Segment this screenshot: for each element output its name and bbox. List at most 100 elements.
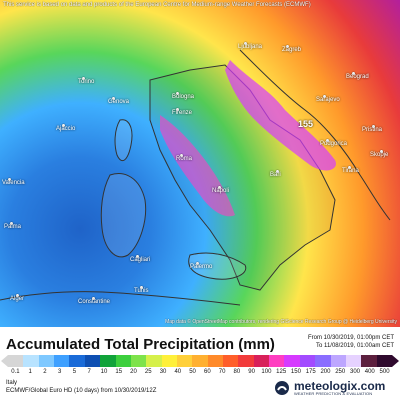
intense-band-apennines bbox=[160, 115, 235, 217]
source-disclaimer: This service is based on data and produc… bbox=[3, 2, 311, 8]
city-label-tunis: Tunis bbox=[134, 288, 149, 294]
legend-color-cell bbox=[161, 355, 177, 367]
city-dot bbox=[112, 97, 115, 100]
range-from: From 10/30/2019, 01:00pm CET bbox=[307, 335, 394, 341]
map-attribution: Map data © OpenStreetMap contributors, r… bbox=[165, 319, 397, 325]
city-label-bologna: Bologna bbox=[172, 94, 195, 100]
city-dot bbox=[16, 294, 19, 297]
city-dot bbox=[276, 170, 279, 173]
city-dot bbox=[380, 150, 383, 153]
legend-tick: 30 bbox=[159, 369, 167, 375]
legend-left-tip bbox=[1, 355, 8, 367]
city-dot bbox=[326, 139, 329, 142]
legend-tick: 90 bbox=[248, 369, 255, 375]
city-label-podgorica: Podgorica bbox=[320, 141, 348, 147]
brand-logo-icon bbox=[275, 381, 289, 395]
region-label: Italy bbox=[6, 380, 18, 386]
corsica-outline bbox=[114, 119, 133, 162]
range-to: To 11/08/2019, 01:00am CET bbox=[316, 343, 394, 349]
brand-name: meteologix.com bbox=[294, 379, 386, 393]
legend-color-cell bbox=[38, 355, 55, 367]
city-dot bbox=[218, 186, 221, 189]
north-africa-coastline bbox=[0, 291, 241, 306]
city-dot bbox=[352, 72, 355, 75]
precip-legend bbox=[1, 355, 399, 367]
legend-color-cell bbox=[146, 355, 162, 367]
legend-tick: 1 bbox=[28, 369, 32, 375]
legend-color-cell bbox=[130, 355, 147, 367]
legend-right-tip bbox=[392, 355, 399, 367]
legend-tick: 250 bbox=[335, 369, 346, 375]
legend-color-cell bbox=[54, 355, 70, 367]
legend-tick: 3 bbox=[58, 369, 62, 375]
city-label-beograd: Beograd bbox=[346, 74, 369, 80]
city-label-bari: Bari bbox=[270, 172, 281, 178]
brand-logo[interactable]: meteologix.com WEATHER PREDICTION & EVAL… bbox=[274, 379, 394, 397]
legend-tick: 40 bbox=[174, 369, 182, 375]
city-dot bbox=[180, 154, 183, 157]
max-precip-label: 155 bbox=[298, 119, 314, 129]
balkan-coastline bbox=[239, 49, 391, 221]
legend-tick: 300 bbox=[349, 369, 360, 375]
legend-tick: 125 bbox=[276, 369, 287, 375]
city-label-torino: Torino bbox=[78, 79, 95, 85]
legend-tick: 15 bbox=[115, 369, 123, 375]
city-dot bbox=[136, 255, 139, 258]
legend-color-cell bbox=[345, 355, 362, 367]
city-label-ljubljana: Ljubljana bbox=[238, 44, 263, 50]
city-label-palma: Palma bbox=[4, 224, 22, 230]
intense-band-adriatic bbox=[225, 60, 336, 171]
city-dot bbox=[10, 222, 13, 225]
city-label-zagreb: Zagreb bbox=[282, 47, 302, 53]
legend-tick: 50 bbox=[189, 369, 196, 375]
legend-color-cell bbox=[330, 355, 346, 367]
legend-color-cell bbox=[115, 355, 131, 367]
legend-color-cell bbox=[207, 355, 224, 367]
city-dot bbox=[82, 77, 85, 80]
city-label-valencia: Valencia bbox=[2, 180, 25, 186]
legend-tick: 200 bbox=[320, 369, 331, 375]
legend-bar bbox=[8, 355, 392, 367]
legend-color-cell bbox=[315, 355, 331, 367]
city-label-genova: Genova bbox=[108, 99, 130, 105]
city-label-roma: Roma bbox=[176, 156, 193, 162]
city-dot bbox=[140, 286, 143, 289]
city-dot bbox=[286, 45, 289, 48]
legend-tick: 150 bbox=[290, 369, 301, 375]
city-dot bbox=[176, 92, 179, 95]
legend-tick: 500 bbox=[379, 369, 390, 375]
map-footer: Accumulated Total Precipitation (mm) Fro… bbox=[0, 327, 400, 400]
legend-color-cell bbox=[361, 355, 377, 367]
legend-color-cell bbox=[23, 355, 39, 367]
city-label-constantine: Constantine bbox=[78, 299, 111, 305]
legend-tick: 60 bbox=[203, 369, 211, 375]
city-dot bbox=[244, 42, 247, 45]
legend-tick: 400 bbox=[364, 369, 375, 375]
sardinia-outline bbox=[100, 173, 147, 258]
legend-ticks: 0.1 1 2 3 5 7 10 15 20 25 30 40 50 60 70 80 90 100 125 150 1… bbox=[8, 369, 392, 375]
map-overlay bbox=[0, 49, 391, 306]
legend-tick: 70 bbox=[218, 369, 226, 375]
model-meta: Italy ECMWF/Global Euro HD (10 days) fro… bbox=[6, 379, 156, 395]
city-dot bbox=[176, 108, 179, 111]
legend-color-cell bbox=[253, 355, 270, 367]
city-label-tirana: Tirana bbox=[342, 168, 359, 174]
legend-tick: 20 bbox=[130, 369, 137, 375]
forecast-range: From 10/30/2019, 01:00pm CET To 11/08/20… bbox=[308, 334, 394, 350]
city-dot bbox=[372, 125, 375, 128]
legend-color-cell bbox=[376, 355, 392, 367]
legend-tick: 0.1 bbox=[11, 369, 20, 375]
city-label-ajaccio: Ajaccio bbox=[56, 126, 76, 132]
sicily-outline bbox=[188, 252, 247, 280]
legend-tick: 100 bbox=[261, 369, 272, 375]
city-dot bbox=[323, 95, 326, 98]
model-run-label: ECMWF/Global Euro HD (10 days) from 10/3… bbox=[6, 388, 157, 394]
city-label-palermo: Palermo bbox=[190, 264, 213, 270]
legend-color-cell bbox=[100, 355, 116, 367]
city-label-pristina: Pristina bbox=[362, 127, 383, 133]
legend-tick: 175 bbox=[305, 369, 316, 375]
legend-tick: 2 bbox=[43, 369, 47, 375]
legend-color-cell bbox=[8, 355, 24, 367]
city-label-cagliari: Cagliari bbox=[130, 257, 151, 263]
city-label-napoli: Napoli bbox=[212, 188, 230, 194]
